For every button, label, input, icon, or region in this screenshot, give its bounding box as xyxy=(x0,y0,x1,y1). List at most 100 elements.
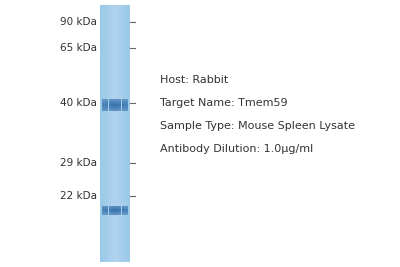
Bar xyxy=(120,101,122,102)
Bar xyxy=(124,210,126,211)
Bar xyxy=(111,102,112,103)
Bar xyxy=(123,103,124,104)
Bar xyxy=(110,209,111,210)
Bar xyxy=(127,209,128,210)
Bar xyxy=(105,100,106,101)
Bar xyxy=(111,99,112,100)
Bar xyxy=(118,108,119,109)
Bar xyxy=(110,103,111,104)
Bar xyxy=(102,105,103,106)
Bar xyxy=(111,101,112,102)
Bar xyxy=(127,206,128,207)
Bar xyxy=(114,105,115,106)
Bar xyxy=(115,105,116,106)
Bar xyxy=(102,109,103,110)
Bar xyxy=(111,210,112,211)
Bar xyxy=(107,209,108,210)
Bar xyxy=(105,107,106,108)
Bar xyxy=(114,99,115,100)
Bar xyxy=(123,206,124,207)
Bar xyxy=(110,107,111,108)
Bar xyxy=(118,106,119,107)
Bar xyxy=(124,213,126,214)
Bar xyxy=(122,109,123,110)
Bar xyxy=(127,106,128,107)
Bar xyxy=(119,103,120,104)
Bar xyxy=(105,101,106,102)
Bar xyxy=(111,206,112,207)
Bar xyxy=(102,208,103,209)
Bar xyxy=(118,209,119,210)
Bar xyxy=(110,110,111,111)
Bar xyxy=(119,213,120,214)
Bar xyxy=(116,105,118,106)
Bar xyxy=(105,207,106,208)
Bar xyxy=(103,107,105,108)
Bar xyxy=(112,211,114,212)
Bar xyxy=(118,210,119,211)
Bar xyxy=(111,109,112,110)
Bar xyxy=(126,209,127,210)
Bar xyxy=(120,110,122,111)
Bar xyxy=(115,101,116,102)
Bar xyxy=(106,206,107,207)
Bar xyxy=(112,108,114,109)
Bar xyxy=(111,207,112,208)
Bar xyxy=(126,107,127,108)
Bar xyxy=(119,208,120,209)
Bar xyxy=(106,103,107,104)
Bar xyxy=(110,105,111,106)
Bar xyxy=(108,107,110,108)
Bar xyxy=(126,109,127,110)
Bar xyxy=(103,104,105,105)
Bar xyxy=(120,100,122,101)
Bar xyxy=(112,212,114,213)
Bar xyxy=(126,207,127,208)
Bar xyxy=(114,210,115,211)
Bar xyxy=(115,99,116,100)
Bar xyxy=(115,102,116,103)
Bar xyxy=(110,102,111,103)
Bar xyxy=(123,102,124,103)
Bar xyxy=(107,99,108,100)
Bar xyxy=(127,108,128,109)
Bar xyxy=(114,100,115,101)
Bar xyxy=(114,108,115,109)
Bar xyxy=(120,209,122,210)
Bar xyxy=(108,104,110,105)
Bar xyxy=(123,100,124,101)
Bar xyxy=(110,213,111,214)
Bar xyxy=(120,211,122,212)
Bar xyxy=(122,106,123,107)
Bar xyxy=(120,106,122,107)
Bar xyxy=(119,109,120,110)
Bar xyxy=(112,208,114,209)
Bar xyxy=(126,103,127,104)
Bar xyxy=(103,100,105,101)
Bar xyxy=(112,105,114,106)
Bar xyxy=(105,102,106,103)
Bar xyxy=(127,213,128,214)
Bar xyxy=(110,212,111,213)
Bar xyxy=(107,105,108,106)
Bar xyxy=(105,105,106,106)
Bar xyxy=(105,104,106,105)
Bar xyxy=(108,105,110,106)
Bar xyxy=(107,213,108,214)
Bar xyxy=(126,206,127,207)
Bar xyxy=(102,210,103,211)
Bar xyxy=(114,206,115,207)
Bar xyxy=(120,102,122,103)
Bar xyxy=(107,101,108,102)
Bar xyxy=(120,206,122,207)
Bar xyxy=(108,209,110,210)
Bar xyxy=(126,99,127,100)
Bar xyxy=(122,207,123,208)
Bar xyxy=(123,207,124,208)
Bar xyxy=(119,207,120,208)
Bar xyxy=(112,103,114,104)
Bar xyxy=(115,210,116,211)
Text: 22 kDa: 22 kDa xyxy=(60,191,97,201)
Bar xyxy=(107,212,108,213)
Bar xyxy=(112,207,114,208)
